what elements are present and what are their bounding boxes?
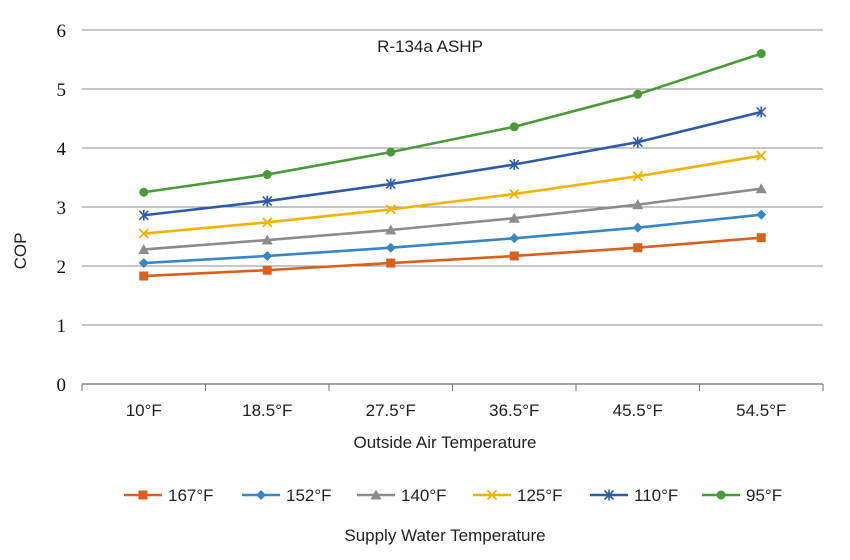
data-point-152f-18-5f	[262, 250, 273, 261]
data-point-140f-18-5f	[261, 234, 273, 245]
series-95f	[139, 49, 766, 197]
data-point-95f-18-5f	[262, 170, 272, 180]
x-tick-label-36-5f: 36.5°F	[489, 401, 539, 420]
data-point-95f-10f	[139, 187, 149, 197]
data-point-110f-27-5f	[385, 178, 396, 190]
data-point-110f-36-5f	[509, 159, 520, 171]
data-point-95f-27-5f	[386, 147, 396, 157]
y-tick-label-6: 6	[57, 21, 67, 42]
series-line-125f	[143, 154, 762, 235]
legend-item-110f: 110°F	[590, 486, 678, 505]
data-point-152f-27-5f	[385, 242, 396, 253]
y-tick-label-3: 3	[57, 198, 67, 219]
legend-label-152f: 152°F	[286, 486, 332, 505]
series-140f	[138, 183, 767, 254]
data-point-152f-10f	[138, 258, 149, 269]
data-point-140f-10f	[138, 243, 150, 254]
series-line-95f	[143, 52, 762, 194]
legend-swatch-marker-110f	[603, 489, 615, 501]
data-point-110f-54-5f	[756, 106, 767, 118]
data-point-167f-45-5f	[633, 243, 643, 253]
data-point-110f-45-5f	[632, 136, 643, 148]
legend-label-140f: 140°F	[401, 486, 447, 505]
chart-title: R-134a ASHP	[377, 37, 483, 56]
data-point-140f-36-5f	[508, 212, 520, 223]
data-point-140f-27-5f	[385, 224, 397, 235]
data-point-125f-27-5f	[385, 204, 396, 215]
data-point-167f-18-5f	[262, 265, 272, 275]
legend-label-125f: 125°F	[517, 486, 563, 505]
legend-swatch-marker-152f	[256, 490, 266, 500]
legend-item-95f: 95°F	[702, 486, 782, 505]
x-tick-label-45-5f: 45.5°F	[613, 401, 663, 420]
legend-swatch-marker-95f	[716, 490, 726, 500]
data-point-152f-54-5f	[756, 209, 767, 220]
series-167f	[139, 233, 766, 281]
y-tick-label-0: 0	[57, 375, 67, 396]
data-point-125f-45-5f	[632, 171, 643, 182]
legend-label-110f: 110°F	[634, 486, 678, 505]
y-tick-label-1: 1	[57, 316, 67, 337]
data-point-110f-18-5f	[262, 195, 273, 207]
legend-item-140f: 140°F	[357, 486, 447, 505]
y-tick-label-4: 4	[57, 139, 67, 160]
series-line-110f	[143, 110, 762, 217]
x-tick-label-18-5f: 18.5°F	[242, 401, 292, 420]
x-tick-label-27-5f: 27.5°F	[366, 401, 416, 420]
legend-item-167f: 167°F	[124, 486, 214, 505]
data-point-140f-54-5f	[755, 183, 767, 194]
data-point-152f-45-5f	[632, 222, 643, 233]
data-point-125f-54-5f	[756, 150, 767, 161]
series-line-140f	[143, 187, 762, 251]
y-tick-label-2: 2	[57, 257, 67, 278]
data-point-125f-10f	[138, 228, 149, 239]
legend-title: Supply Water Temperature	[344, 526, 545, 545]
data-point-152f-36-5f	[509, 233, 520, 244]
data-point-167f-10f	[139, 271, 149, 281]
data-point-125f-18-5f	[262, 217, 273, 228]
legend: 167°F 152°F 140°F 125°F 110°F 95°F	[124, 486, 782, 505]
x-tick-label-54-5f: 54.5°F	[736, 401, 786, 420]
data-point-110f-10f	[138, 209, 149, 221]
data-point-95f-36-5f	[509, 122, 519, 132]
data-point-95f-45-5f	[633, 89, 643, 99]
legend-swatch-marker-125f	[486, 489, 498, 501]
series-line-152f	[143, 213, 762, 265]
data-point-125f-36-5f	[509, 188, 520, 200]
series-lines	[138, 49, 767, 281]
legend-swatch-marker-167f	[138, 490, 148, 500]
legend-label-167f: 167°F	[168, 486, 214, 505]
axes: 0 1 2 3 4 5 6 10°F 18.5°F 27.5°F 36.5°F 45.5°F 54.5°…	[57, 21, 824, 420]
series-110f	[138, 106, 767, 221]
series-line-167f	[143, 236, 762, 278]
data-point-167f-54-5f	[756, 233, 766, 243]
gridlines	[82, 29, 823, 326]
legend-swatch-marker-140f	[370, 489, 382, 500]
legend-item-152f: 152°F	[242, 486, 332, 505]
y-axis-label: COP	[11, 233, 30, 270]
data-point-167f-36-5f	[509, 251, 519, 261]
data-point-95f-54-5f	[756, 49, 766, 59]
legend-label-95f: 95°F	[746, 486, 782, 505]
data-point-140f-45-5f	[632, 199, 644, 210]
legend-item-125f: 125°F	[473, 486, 563, 505]
data-point-167f-27-5f	[386, 258, 396, 268]
series-125f	[138, 150, 767, 239]
series-152f	[138, 209, 767, 269]
y-tick-label-5: 5	[57, 80, 67, 101]
x-tick-label-10f: 10°F	[126, 401, 162, 420]
x-axis-label: Outside Air Temperature	[354, 433, 537, 452]
